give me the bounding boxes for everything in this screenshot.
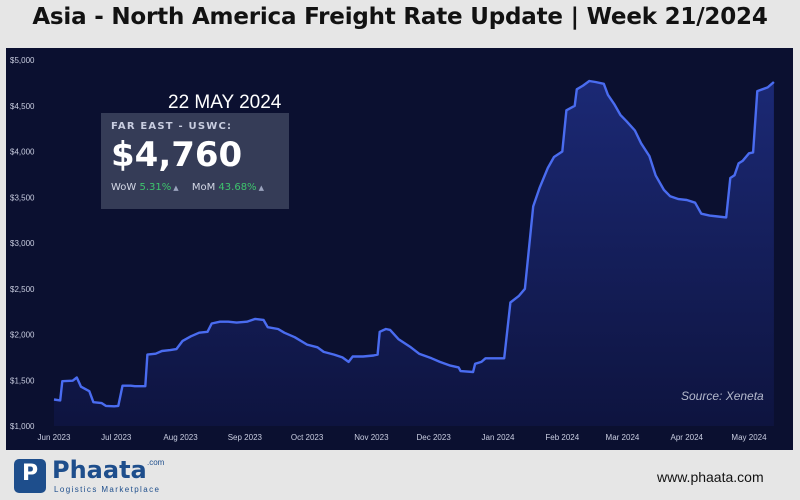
x-tick-label: Mar 2024 bbox=[606, 433, 640, 442]
freight-rate-chart: $1,000 $1,500 $2,000 $2,500 $3,000 $3,500 $4,0… bbox=[10, 56, 775, 442]
trade-lane-label: FAR EAST - USWC: bbox=[111, 121, 233, 132]
rate-line bbox=[53, 79, 775, 408]
y-tick-label: $4,500 bbox=[10, 102, 35, 111]
x-tick-label: Feb 2024 bbox=[545, 433, 579, 442]
x-tick-label: Aug 2023 bbox=[163, 433, 198, 442]
rate-value: $4,760 bbox=[111, 135, 243, 175]
y-tick-label: $1,000 bbox=[10, 422, 35, 431]
x-tick-label: Apr 2024 bbox=[671, 433, 704, 442]
mom-up-arrow-icon: ▲ bbox=[258, 184, 264, 192]
x-tick-label: Jan 2024 bbox=[482, 433, 515, 442]
y-tick-label: $2,000 bbox=[10, 331, 35, 340]
x-tick-label: Nov 2023 bbox=[354, 433, 389, 442]
brand-name: Phaata bbox=[52, 456, 147, 484]
website-link[interactable]: www.phaata.com bbox=[657, 469, 764, 485]
y-tick-label: $2,500 bbox=[10, 285, 35, 294]
rate-changes: WoW 5.31% ▲ MoM 43.68% ▲ bbox=[111, 182, 279, 193]
rate-callout-card: FAR EAST - USWC: $4,760 WoW 5.31% ▲ MoM 4… bbox=[101, 113, 289, 209]
x-tick-label: Oct 2023 bbox=[291, 433, 324, 442]
brand-suffix: .com bbox=[147, 458, 165, 467]
y-tick-label: $1,500 bbox=[10, 376, 35, 385]
page-title: Asia - North America Freight Rate Update… bbox=[32, 4, 768, 30]
wow-label: WoW bbox=[111, 182, 137, 193]
x-tick-label: Dec 2023 bbox=[417, 433, 452, 442]
y-tick-label: $3,500 bbox=[10, 193, 35, 202]
chart-panel: $1,000 $1,500 $2,000 $2,500 $3,000 $3,500 $4,0… bbox=[6, 48, 793, 450]
callout-date: 22 MAY 2024 bbox=[168, 92, 282, 113]
y-axis: $1,000 $1,500 $2,000 $2,500 $3,000 $3,500 $4,0… bbox=[10, 56, 35, 431]
phaata-logo-icon: P bbox=[14, 459, 46, 493]
rate-area bbox=[54, 81, 774, 426]
mom-label: MoM bbox=[191, 182, 216, 193]
source-label: Source: Xeneta bbox=[681, 389, 764, 403]
x-tick-label: May 2024 bbox=[731, 433, 767, 442]
wow-value: 5.31% bbox=[139, 182, 172, 193]
brand-logo-block[interactable]: P Phaata .com Logistics Marketplace bbox=[14, 456, 174, 496]
x-tick-label: Jun 2023 bbox=[38, 433, 71, 442]
x-axis: Jun 2023 Jul 2023 Aug 2023 Sep 2023 Oct 2023… bbox=[38, 433, 768, 442]
brand-tagline: Logistics Marketplace bbox=[54, 485, 161, 494]
y-tick-label: $3,000 bbox=[10, 239, 35, 248]
mom-value: 43.68% bbox=[218, 182, 257, 193]
y-tick-label: $4,000 bbox=[10, 148, 35, 157]
x-tick-label: Sep 2023 bbox=[228, 433, 263, 442]
y-tick-label: $5,000 bbox=[10, 56, 35, 65]
x-tick-label: Jul 2023 bbox=[101, 433, 132, 442]
wow-up-arrow-icon: ▲ bbox=[173, 184, 179, 192]
